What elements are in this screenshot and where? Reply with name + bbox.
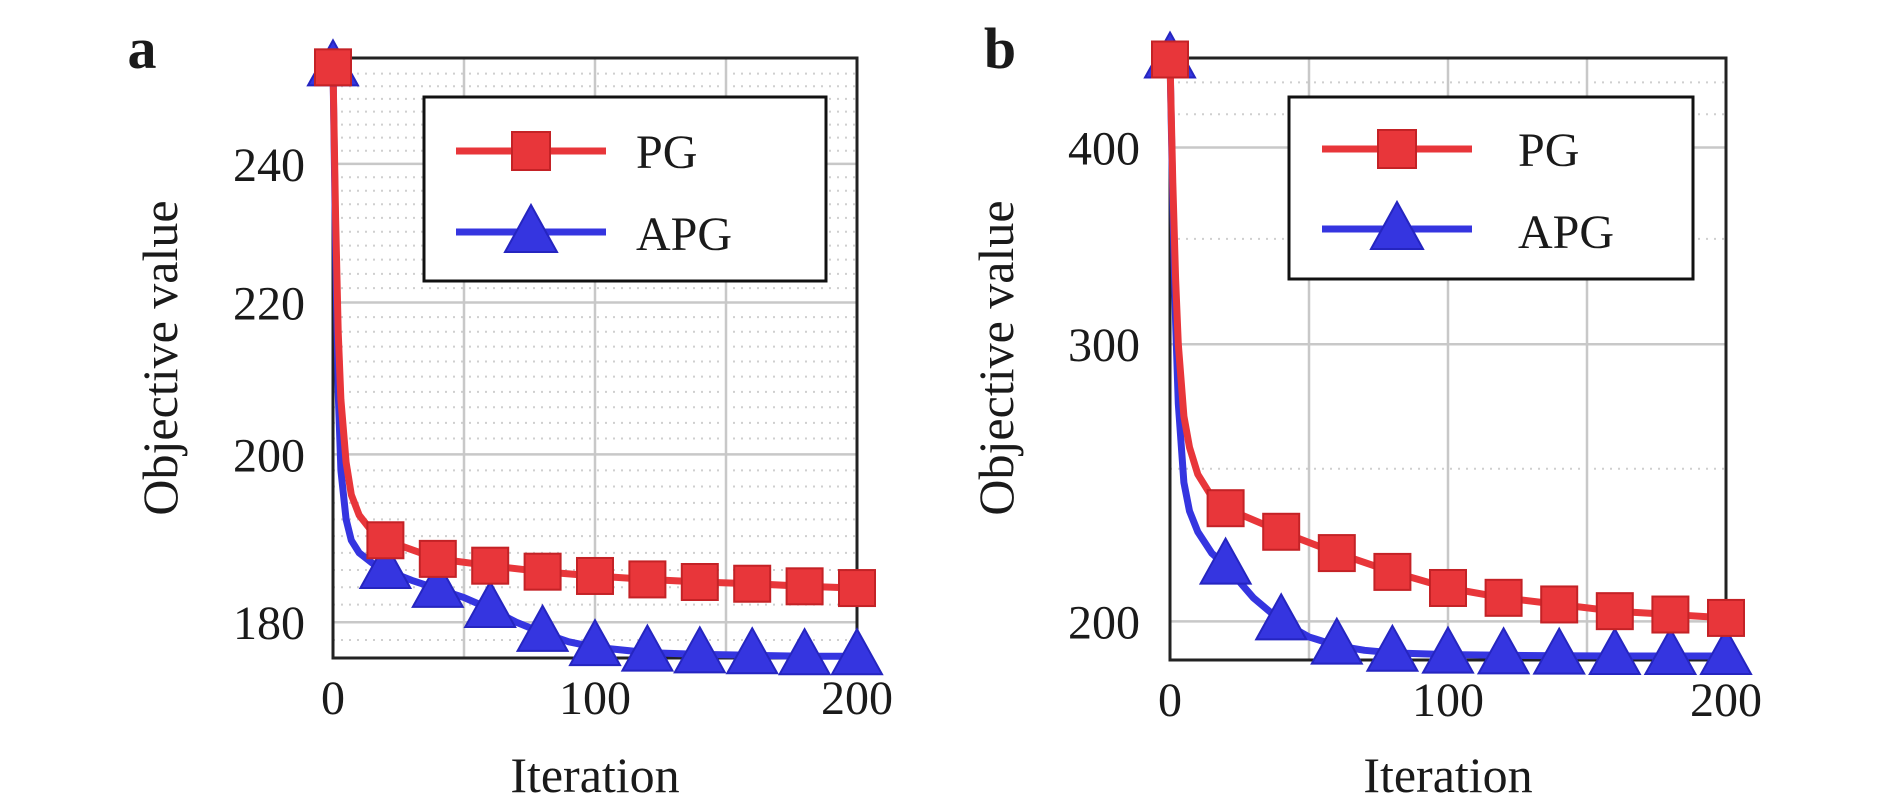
data-point-apg xyxy=(673,625,727,674)
panel-b: b 0 100 200 200 300 400 Iteration Objective v… xyxy=(968,16,1762,803)
legend-label-apg-a: APG xyxy=(636,208,732,261)
data-point-apg xyxy=(777,627,832,676)
data-point-apg xyxy=(1699,626,1753,676)
data-point-pg xyxy=(418,539,457,578)
data-point-apg xyxy=(358,540,413,589)
data-point-apg xyxy=(463,579,517,628)
data-point-apg xyxy=(1254,592,1308,641)
data-point-pg xyxy=(1707,598,1745,637)
data-point-pg xyxy=(471,546,510,585)
y-axis-label-a: Objective value xyxy=(132,200,188,515)
data-point-apg xyxy=(568,618,622,667)
data-point-pg xyxy=(1151,40,1189,79)
data-point-apg xyxy=(1310,616,1364,665)
y-tick-label: 240 xyxy=(233,139,305,192)
x-tick-label: 100 xyxy=(559,672,631,725)
legend-frame-a xyxy=(422,95,828,283)
legend-a: PG APG xyxy=(422,95,828,283)
panel-label-b: b xyxy=(984,16,1016,81)
data-point-apg xyxy=(725,626,779,675)
data-point-pg xyxy=(1540,585,1579,624)
data-point-pg xyxy=(523,552,562,591)
x-tick-label: 200 xyxy=(821,672,893,725)
tick-labels-b: 0 100 200 200 300 400 xyxy=(1068,123,1762,727)
data-point-apg xyxy=(515,603,570,652)
y-tick-label: 300 xyxy=(1068,319,1140,372)
data-point-pg xyxy=(628,560,667,599)
data-point-pg xyxy=(733,564,772,603)
tick-labels-a: 0 100 200 180 200 220 240 xyxy=(233,139,893,725)
y-tick-label: 200 xyxy=(1068,596,1140,649)
panel-label-a: a xyxy=(128,16,157,81)
legend-marker-pg-b xyxy=(1377,129,1417,169)
x-tick-label: 0 xyxy=(321,672,345,725)
legend-label-pg-b: PG xyxy=(1518,124,1579,177)
y-tick-label: 220 xyxy=(233,278,305,331)
data-point-pg xyxy=(1595,592,1634,631)
data-point-apg xyxy=(411,559,465,608)
data-point-pg xyxy=(314,48,352,87)
x-tick-label: 0 xyxy=(1158,674,1182,727)
series-a xyxy=(306,38,884,676)
x-tick-label: 100 xyxy=(1412,674,1484,727)
data-point-pg xyxy=(366,521,405,560)
x-axis-label-b: Iteration xyxy=(1363,747,1532,803)
data-point-apg xyxy=(1476,626,1531,675)
data-point-pg xyxy=(838,569,876,608)
data-point-pg xyxy=(576,556,614,595)
data-point-pg xyxy=(1651,595,1690,634)
data-point-pg xyxy=(1429,568,1467,607)
data-point-pg xyxy=(1484,578,1523,617)
y-tick-label: 200 xyxy=(233,429,305,482)
data-point-apg xyxy=(1198,536,1253,585)
y-axis-label-b: Objective value xyxy=(968,200,1024,515)
legend-frame-b xyxy=(1287,95,1695,281)
data-point-pg xyxy=(680,563,719,602)
y-tick-label: 180 xyxy=(233,597,305,650)
legend-marker-pg-a xyxy=(511,131,551,171)
data-point-apg xyxy=(1532,626,1586,675)
data-point-pg xyxy=(1206,489,1245,528)
series-b xyxy=(1143,30,1753,676)
legend-label-pg-a: PG xyxy=(636,126,697,179)
data-point-pg xyxy=(1317,534,1356,573)
plot-area-b: 0 100 200 200 300 400 xyxy=(1068,30,1762,727)
data-point-apg xyxy=(620,623,675,672)
legend-b: PG APG xyxy=(1287,95,1695,281)
data-point-apg xyxy=(830,627,884,676)
data-point-pg xyxy=(785,567,824,606)
data-point-apg xyxy=(1421,625,1475,674)
legend-marker-apg-a xyxy=(503,202,559,253)
data-point-pg xyxy=(1373,552,1412,591)
data-point-apg xyxy=(1588,626,1642,676)
data-point-apg xyxy=(1643,626,1698,676)
data-point-apg xyxy=(1365,623,1420,672)
legend-marker-apg-b xyxy=(1369,199,1425,250)
data-point-pg xyxy=(1262,512,1301,551)
x-tick-label: 200 xyxy=(1690,674,1762,727)
panel-a: a 0 100 200 180 200 220 240 Iteration Objectiv… xyxy=(128,16,894,803)
x-axis-label-a: Iteration xyxy=(510,747,679,803)
y-tick-label: 400 xyxy=(1068,123,1140,176)
legend-label-apg-b: APG xyxy=(1518,206,1614,259)
